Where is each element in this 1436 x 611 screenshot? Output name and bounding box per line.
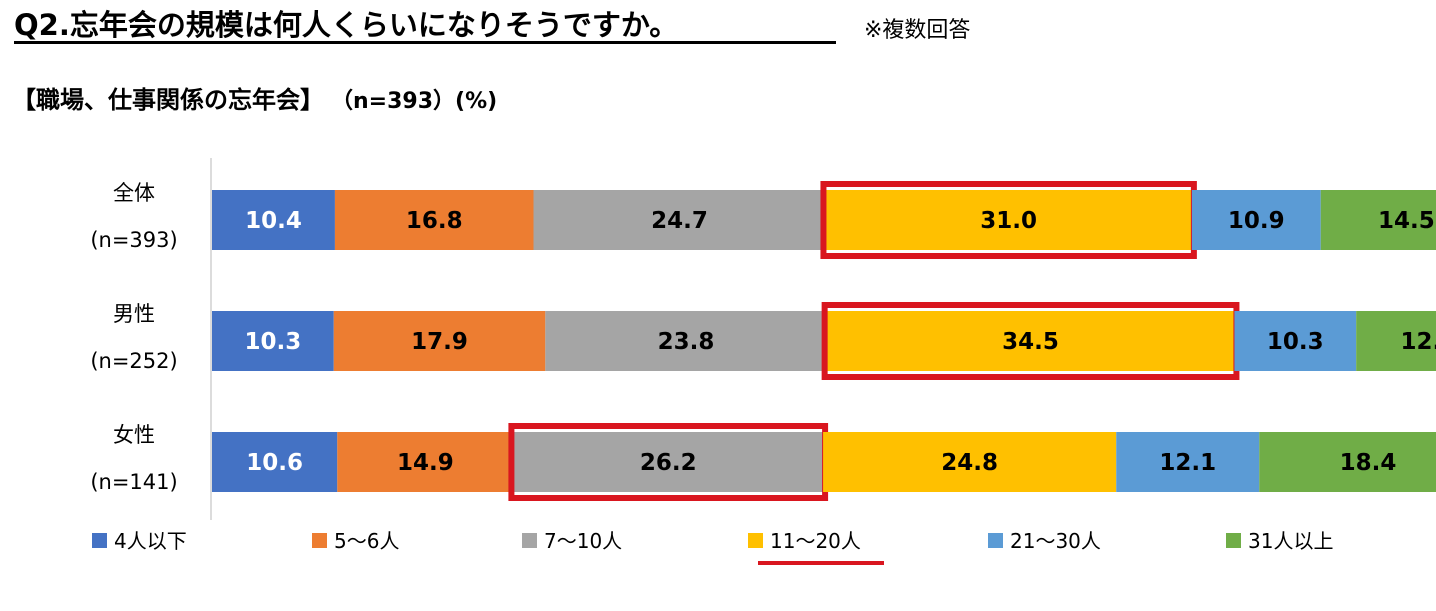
legend-swatch-1 — [312, 533, 327, 548]
data-label-2-1: 14.9 — [397, 450, 454, 476]
data-label-2-3: 24.8 — [941, 450, 998, 476]
legend-label-2: 7〜10人 — [544, 529, 622, 553]
data-label-2-5: 18.4 — [1340, 450, 1397, 476]
bar-segment-1-0 — [212, 311, 334, 371]
data-label-2-4: 12.1 — [1159, 450, 1216, 476]
data-label-1-2: 23.8 — [658, 329, 715, 355]
legend-label-5: 31人以上 — [1248, 529, 1333, 553]
data-label-1-0: 10.3 — [244, 329, 301, 355]
multiple-answer-note: ※複数回答 — [864, 18, 971, 43]
data-label-0-1: 16.8 — [406, 208, 463, 234]
data-label-1-4: 10.3 — [1267, 329, 1324, 355]
bar-segment-0-0 — [212, 190, 335, 250]
bar-segment-0-3 — [825, 190, 1192, 250]
legend-swatch-4 — [988, 533, 1003, 548]
row-sample-size-0: (n=393) — [90, 228, 177, 252]
data-label-0-5: 14.5 — [1378, 208, 1435, 234]
chart-subtitle: 【職場、仕事関係の忘年会】 （n=393）(%) — [12, 80, 497, 115]
data-label-0-3: 31.0 — [980, 208, 1037, 234]
row-sample-size-1: (n=252) — [90, 349, 177, 373]
row-label-2: 女性 — [113, 423, 155, 447]
data-label-1-5: 12.3 — [1400, 329, 1436, 355]
bar-segment-0-5 — [1320, 190, 1436, 250]
row-label-1: 男性 — [113, 302, 155, 326]
bar-segment-2-4 — [1116, 432, 1260, 492]
subtitle-label: 【職場、仕事関係の忘年会】 — [12, 86, 324, 114]
legend-swatch-0 — [92, 533, 107, 548]
legend-label-1: 5〜6人 — [334, 529, 399, 553]
subtitle-sample-size: （n=393）(%) — [342, 89, 498, 114]
bar-segment-0-4 — [1191, 190, 1321, 250]
legend-label-0: 4人以下 — [114, 529, 187, 553]
bar-segment-2-0 — [212, 432, 338, 492]
bar-segment-0-1 — [334, 190, 534, 250]
title-underline — [14, 41, 836, 44]
legend-swatch-2 — [522, 533, 537, 548]
legend-swatch-5 — [1226, 533, 1241, 548]
bar-segment-0-2 — [533, 190, 826, 250]
bar-segment-2-3 — [823, 432, 1117, 492]
bar-segment-2-1 — [337, 432, 514, 492]
data-label-0-0: 10.4 — [245, 208, 302, 234]
bar-segment-1-5 — [1356, 311, 1436, 371]
data-label-1-3: 34.5 — [1002, 329, 1059, 355]
data-label-2-2: 26.2 — [640, 450, 697, 476]
legend-swatch-3 — [748, 533, 763, 548]
bar-segment-1-2 — [545, 311, 827, 371]
bar-segment-1-1 — [333, 311, 546, 371]
row-sample-size-2: (n=141) — [90, 470, 177, 494]
chart-title: Q2.忘年会の規模は何人くらいになりそうですか。 — [14, 8, 679, 42]
bar-segment-2-5 — [1259, 432, 1436, 492]
data-label-2-0: 10.6 — [246, 450, 303, 476]
data-label-1-1: 17.9 — [411, 329, 468, 355]
bar-segment-1-3 — [826, 311, 1235, 371]
legend-label-4: 21〜30人 — [1010, 529, 1101, 553]
bar-segment-2-2 — [513, 432, 824, 492]
data-label-0-2: 24.7 — [651, 208, 708, 234]
legend-label-3: 11〜20人 — [770, 529, 861, 553]
row-label-0: 全体 — [113, 181, 155, 205]
bar-segment-1-4 — [1234, 311, 1357, 371]
legend-highlight-underline — [758, 561, 884, 565]
data-label-0-4: 10.9 — [1228, 208, 1285, 234]
